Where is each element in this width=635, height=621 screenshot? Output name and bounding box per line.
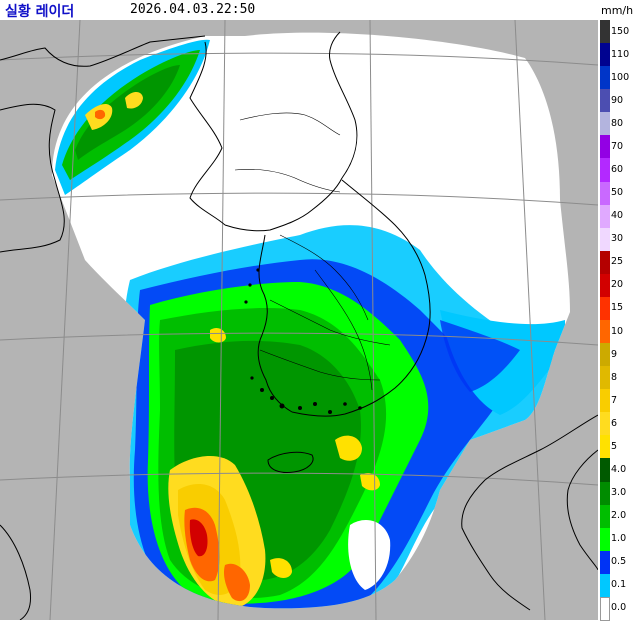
radar-map[interactable] bbox=[0, 20, 598, 620]
legend-label-1.0: 1.0 bbox=[611, 533, 627, 545]
lat-lon-grid bbox=[0, 20, 598, 620]
legend-swatch-20 bbox=[600, 273, 610, 298]
legend-swatch-8 bbox=[600, 366, 610, 391]
legend-label-80: 80 bbox=[611, 117, 624, 129]
map-title: 실황 레이더 bbox=[5, 4, 75, 20]
legend-label-5: 5 bbox=[611, 440, 618, 452]
legend-label-15: 15 bbox=[611, 302, 624, 314]
coastlines bbox=[0, 31, 598, 620]
legend-swatch-0.0 bbox=[600, 596, 610, 621]
legend-swatch-2.0 bbox=[600, 504, 610, 529]
legend-swatch-70 bbox=[600, 135, 610, 160]
legend-label-60: 60 bbox=[611, 164, 624, 175]
observation-timestamp: 2026.04.03.22:50 bbox=[130, 2, 256, 17]
legend-label-110: 110 bbox=[611, 48, 630, 60]
legend-label-10: 10 bbox=[611, 325, 624, 337]
legend-swatch-3.0 bbox=[600, 481, 610, 506]
legend-label-50: 50 bbox=[611, 187, 624, 199]
legend-label-20: 20 bbox=[611, 279, 624, 291]
legend-swatch-0.5 bbox=[600, 550, 610, 575]
legend-label-0.1: 0.1 bbox=[611, 579, 627, 591]
legend-swatch-100 bbox=[600, 66, 610, 91]
legend-label-2.0: 2.0 bbox=[611, 510, 627, 522]
header-bar: 실황 레이더 2026.04.03.22:50 bbox=[0, 0, 598, 20]
legend-label-70: 70 bbox=[611, 140, 624, 152]
legend-label-3.0: 3.0 bbox=[611, 487, 627, 499]
legend-label-30: 30 bbox=[611, 233, 624, 245]
legend-swatch-25 bbox=[600, 250, 610, 275]
legend-label-6: 6 bbox=[611, 417, 618, 429]
legend-swatch-90 bbox=[600, 89, 610, 114]
legend-label-4.0: 4.0 bbox=[611, 464, 627, 475]
legend-swatch-7 bbox=[600, 389, 610, 414]
legend-swatch-60 bbox=[600, 158, 610, 183]
south-coast-islands bbox=[244, 268, 362, 414]
legend-label-40: 40 bbox=[611, 210, 624, 222]
legend-swatch-110 bbox=[600, 43, 610, 68]
legend-label-0.0: 0.0 bbox=[611, 602, 627, 614]
legend-label-90: 90 bbox=[611, 94, 624, 106]
legend-swatch-40 bbox=[600, 204, 610, 229]
precipitation-legend: 150 110 100 90 80 70 60 50 40 30 25 20 15 10 9 8 7 6 5 4.0 3… bbox=[598, 20, 635, 621]
admin-boundaries bbox=[234, 112, 391, 391]
legend-swatch-80 bbox=[600, 112, 610, 137]
legend-label-25: 25 bbox=[611, 256, 624, 268]
legend-swatch-5 bbox=[600, 435, 610, 460]
legend-swatch-9 bbox=[600, 343, 610, 368]
legend-label-100: 100 bbox=[611, 71, 630, 83]
legend-unit: mm/h bbox=[601, 4, 634, 17]
legend-swatch-10 bbox=[600, 320, 610, 344]
legend-label-0.5: 0.5 bbox=[611, 556, 627, 568]
legend-swatch-50 bbox=[600, 181, 610, 206]
legend-label-8: 8 bbox=[611, 371, 618, 383]
legend-swatch-1.0 bbox=[600, 527, 610, 552]
legend-swatch-0.1 bbox=[600, 573, 610, 598]
legend-label-7: 7 bbox=[611, 394, 618, 406]
legend-label-150: 150 bbox=[611, 25, 630, 37]
legend-swatch-30 bbox=[600, 227, 610, 252]
legend-swatch-15 bbox=[600, 296, 610, 321]
legend-swatch-4.0 bbox=[600, 458, 610, 483]
legend-swatch-6 bbox=[600, 412, 610, 437]
legend-label-9: 9 bbox=[611, 348, 618, 360]
legend-swatch-150 bbox=[600, 20, 610, 44]
